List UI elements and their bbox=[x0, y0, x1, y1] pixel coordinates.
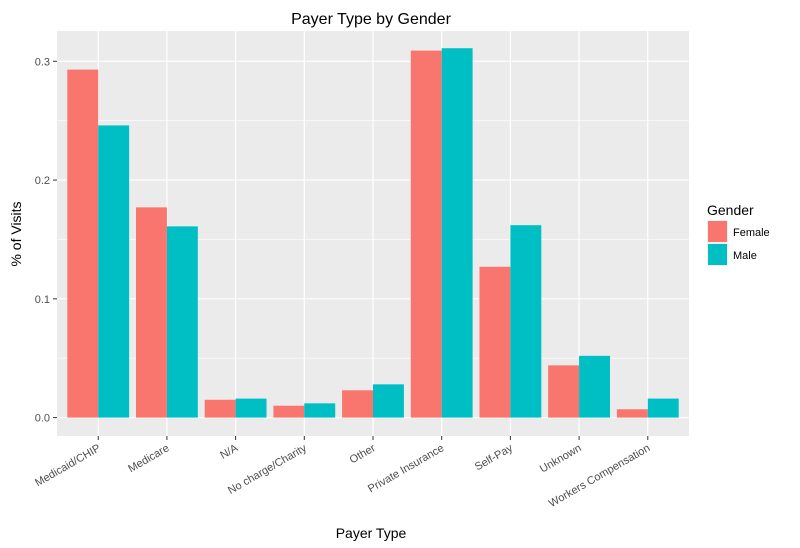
bar-female-5 bbox=[410, 50, 442, 418]
bar-male-7 bbox=[579, 355, 610, 418]
x-tick-label: N/A bbox=[218, 442, 240, 462]
bar-male-0 bbox=[98, 125, 130, 418]
y-tick-label: 0.0 bbox=[35, 413, 50, 425]
bar-female-3 bbox=[273, 405, 305, 418]
bar-female-4 bbox=[342, 390, 373, 418]
legend-swatch-female bbox=[708, 221, 727, 242]
y-tick-label: 0.1 bbox=[35, 294, 50, 306]
y-axis: 0.0 0.1 0.2 0.3 bbox=[35, 56, 57, 425]
legend-title: Gender bbox=[707, 202, 754, 218]
bar-female-7 bbox=[548, 365, 580, 418]
bar-male-6 bbox=[510, 225, 542, 418]
bar-male-2 bbox=[235, 398, 267, 418]
legend-label-male: Male bbox=[733, 250, 757, 262]
bar-female-0 bbox=[67, 69, 99, 418]
x-tick-label: Private Insurance bbox=[366, 442, 446, 495]
x-tick-label: Self-Pay bbox=[473, 442, 515, 473]
legend-swatch-male bbox=[708, 244, 727, 265]
bar-male-3 bbox=[304, 403, 336, 418]
x-tick-label: Unknown bbox=[538, 442, 584, 475]
legend-items: Female Male bbox=[707, 220, 770, 266]
x-tick-label: Other bbox=[348, 442, 378, 466]
bars bbox=[67, 48, 679, 418]
y-tick-label: 0.2 bbox=[35, 175, 50, 187]
legend: Gender Female Male bbox=[707, 202, 770, 266]
bar-female-2 bbox=[204, 399, 236, 418]
y-axis-title: % of Visits bbox=[8, 201, 24, 266]
x-axis: Medicaid/CHIP Medicare N/ANo charge/Charit… bbox=[33, 436, 652, 510]
bar-male-4 bbox=[373, 384, 404, 418]
bar-female-1 bbox=[136, 207, 167, 418]
x-tick-label: Medicare bbox=[126, 442, 171, 475]
bar-female-8 bbox=[616, 409, 648, 418]
bar-male-1 bbox=[166, 226, 198, 418]
bar-male-5 bbox=[441, 48, 473, 418]
x-tick-label: Medicaid/CHIP bbox=[33, 442, 103, 489]
bar-male-8 bbox=[647, 398, 679, 418]
y-tick-label: 0.3 bbox=[35, 56, 50, 68]
chart-title: Payer Type by Gender bbox=[291, 11, 451, 28]
bar-female-6 bbox=[479, 266, 511, 418]
legend-label-female: Female bbox=[733, 227, 770, 239]
x-axis-title: Payer Type bbox=[336, 525, 407, 541]
